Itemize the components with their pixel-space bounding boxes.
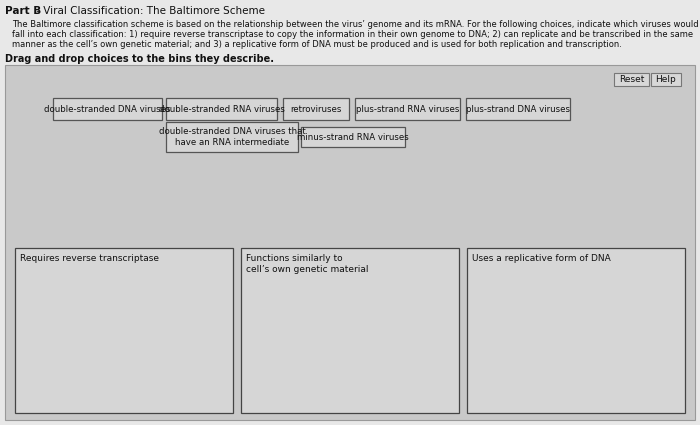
FancyBboxPatch shape	[651, 73, 681, 86]
FancyBboxPatch shape	[301, 127, 405, 147]
Text: Functions similarly to: Functions similarly to	[246, 254, 342, 263]
Text: - Viral Classification: The Baltimore Scheme: - Viral Classification: The Baltimore Sc…	[33, 6, 265, 16]
Text: plus-strand RNA viruses: plus-strand RNA viruses	[356, 105, 459, 113]
Text: Drag and drop choices to the bins they describe.: Drag and drop choices to the bins they d…	[5, 54, 274, 64]
Text: cell’s own genetic material: cell’s own genetic material	[246, 265, 368, 274]
FancyBboxPatch shape	[166, 98, 277, 120]
FancyBboxPatch shape	[283, 98, 349, 120]
FancyBboxPatch shape	[53, 98, 162, 120]
Text: The Baltimore classification scheme is based on the relationship between the vir: The Baltimore classification scheme is b…	[12, 20, 699, 29]
FancyBboxPatch shape	[614, 73, 649, 86]
Text: Uses a replicative form of DNA: Uses a replicative form of DNA	[472, 254, 610, 263]
Text: plus-strand DNA viruses: plus-strand DNA viruses	[466, 105, 570, 113]
Text: Part B: Part B	[5, 6, 41, 16]
Text: fall into each classification: 1) require reverse transcriptase to copy the info: fall into each classification: 1) requir…	[12, 30, 693, 39]
Text: Reset: Reset	[619, 75, 644, 84]
Text: manner as the cell’s own genetic material; and 3) a replicative form of DNA must: manner as the cell’s own genetic materia…	[12, 40, 622, 49]
Text: double-stranded RNA viruses: double-stranded RNA viruses	[159, 105, 284, 113]
Text: minus-strand RNA viruses: minus-strand RNA viruses	[297, 133, 409, 142]
Text: double-stranded DNA viruses: double-stranded DNA viruses	[44, 105, 171, 113]
FancyBboxPatch shape	[5, 65, 695, 420]
Text: double-stranded DNA viruses that
have an RNA intermediate: double-stranded DNA viruses that have an…	[159, 128, 305, 147]
FancyBboxPatch shape	[466, 98, 570, 120]
FancyBboxPatch shape	[166, 122, 298, 152]
FancyBboxPatch shape	[15, 248, 233, 413]
FancyBboxPatch shape	[467, 248, 685, 413]
Text: Requires reverse transcriptase: Requires reverse transcriptase	[20, 254, 159, 263]
FancyBboxPatch shape	[355, 98, 460, 120]
Text: retroviruses: retroviruses	[290, 105, 342, 113]
Text: Help: Help	[656, 75, 676, 84]
FancyBboxPatch shape	[241, 248, 459, 413]
